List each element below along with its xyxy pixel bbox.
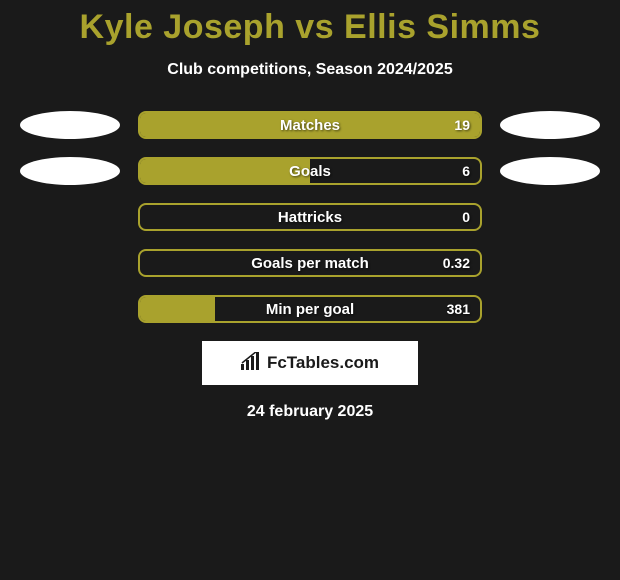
stat-value: 6 (462, 159, 470, 183)
player-marker-placeholder (500, 249, 600, 277)
stat-bar: Min per goal381 (138, 295, 482, 323)
player-marker-left (20, 111, 120, 139)
fctables-logo: FcTables.com (202, 341, 418, 385)
stat-bar: Goals6 (138, 157, 482, 185)
page-title: Kyle Joseph vs Ellis Simms (0, 8, 620, 47)
stat-value: 0 (462, 205, 470, 229)
stat-row: Min per goal381 (0, 295, 620, 323)
stat-value: 0.32 (443, 251, 470, 275)
player-marker-placeholder (20, 249, 120, 277)
stat-bar: Hattricks0 (138, 203, 482, 231)
stat-value: 19 (454, 113, 470, 137)
player-marker-placeholder (500, 295, 600, 323)
stat-label: Hattricks (140, 205, 480, 229)
player-marker-left (20, 157, 120, 185)
player-marker-right (500, 111, 600, 139)
stat-label: Goals (140, 159, 480, 183)
stat-label: Min per goal (140, 297, 480, 321)
logo-bars-icon (241, 352, 263, 375)
player-marker-placeholder (20, 203, 120, 231)
logo-text: FcTables.com (267, 353, 379, 373)
player-marker-placeholder (500, 203, 600, 231)
stat-label: Goals per match (140, 251, 480, 275)
date-text: 24 february 2025 (0, 403, 620, 421)
stat-row: Goals6 (0, 157, 620, 185)
player-marker-placeholder (20, 295, 120, 323)
comparison-infographic: Kyle Joseph vs Ellis Simms Club competit… (0, 0, 620, 421)
stats-rows: Matches19 Goals6 Hattricks0 Goals per match… (0, 111, 620, 323)
stat-bar: Goals per match0.32 (138, 249, 482, 277)
player-marker-right (500, 157, 600, 185)
stat-bar: Matches19 (138, 111, 482, 139)
stat-row: Matches19 (0, 111, 620, 139)
stat-row: Hattricks0 (0, 203, 620, 231)
stat-label: Matches (140, 113, 480, 137)
subtitle: Club competitions, Season 2024/2025 (0, 61, 620, 79)
stat-value: 381 (447, 297, 470, 321)
stat-row: Goals per match0.32 (0, 249, 620, 277)
